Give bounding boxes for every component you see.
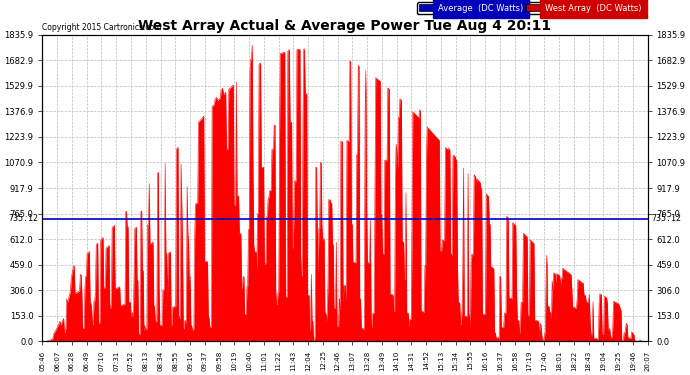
Text: Copyright 2015 Cartronics.com: Copyright 2015 Cartronics.com — [43, 22, 162, 32]
Text: 735.12: 735.12 — [8, 214, 38, 223]
Title: West Array Actual & Average Power Tue Aug 4 20:11: West Array Actual & Average Power Tue Au… — [139, 20, 551, 33]
Text: 735.12: 735.12 — [652, 214, 682, 223]
Legend: Average  (DC Watts), West Array  (DC Watts): Average (DC Watts), West Array (DC Watts… — [417, 2, 643, 14]
